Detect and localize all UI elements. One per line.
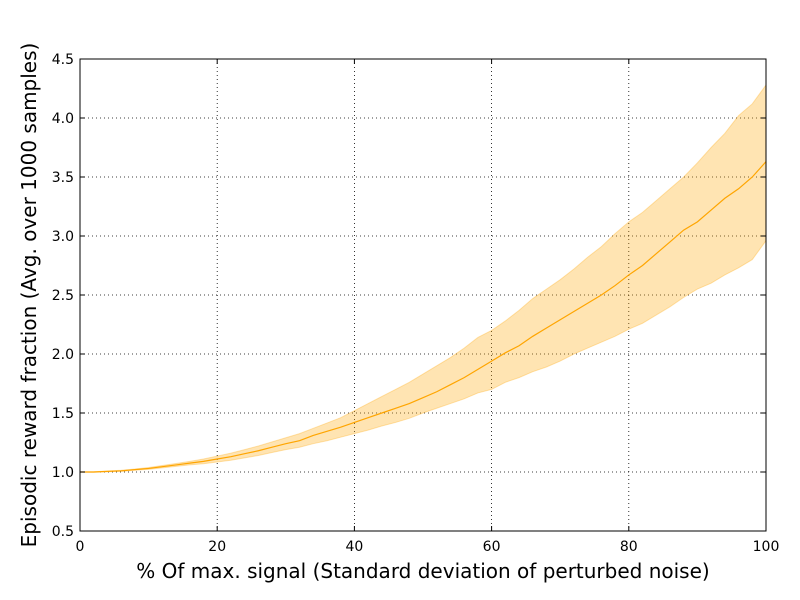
y-tick-label: 4.0 — [52, 111, 74, 127]
x-tick-label: 20 — [208, 539, 226, 555]
x-axis-label: % Of max. signal (Standard deviation of … — [136, 559, 709, 583]
y-tick-label: 3.0 — [52, 229, 74, 245]
x-tick-label: 40 — [345, 539, 363, 555]
y-tick-labels: 0.5 1.0 1.5 2.0 2.5 3.0 3.5 4.0 4.5 — [52, 52, 74, 540]
plot-background — [80, 59, 766, 531]
y-tick-label: 2.0 — [52, 347, 74, 363]
x-tick-label: 60 — [483, 539, 501, 555]
y-axis-label: Episodic reward fraction (Avg. over 1000… — [17, 43, 41, 548]
grid-layer — [80, 59, 766, 531]
mean-line — [80, 161, 767, 473]
x-tick-label: 100 — [753, 539, 780, 555]
y-tick-label: 3.5 — [52, 170, 74, 186]
x-tick-label: 0 — [76, 539, 85, 555]
y-tick-label: 2.5 — [52, 288, 74, 304]
y-tick-label: 4.5 — [52, 52, 74, 68]
x-tick-label: 80 — [620, 539, 638, 555]
y-tick-label: 1.5 — [52, 406, 74, 422]
y-tick-label: 0.5 — [52, 524, 74, 540]
y-tick-label: 1.0 — [52, 465, 74, 481]
x-tick-labels: 0 20 40 60 80 100 — [76, 539, 780, 555]
tick-layer — [79, 58, 767, 532]
